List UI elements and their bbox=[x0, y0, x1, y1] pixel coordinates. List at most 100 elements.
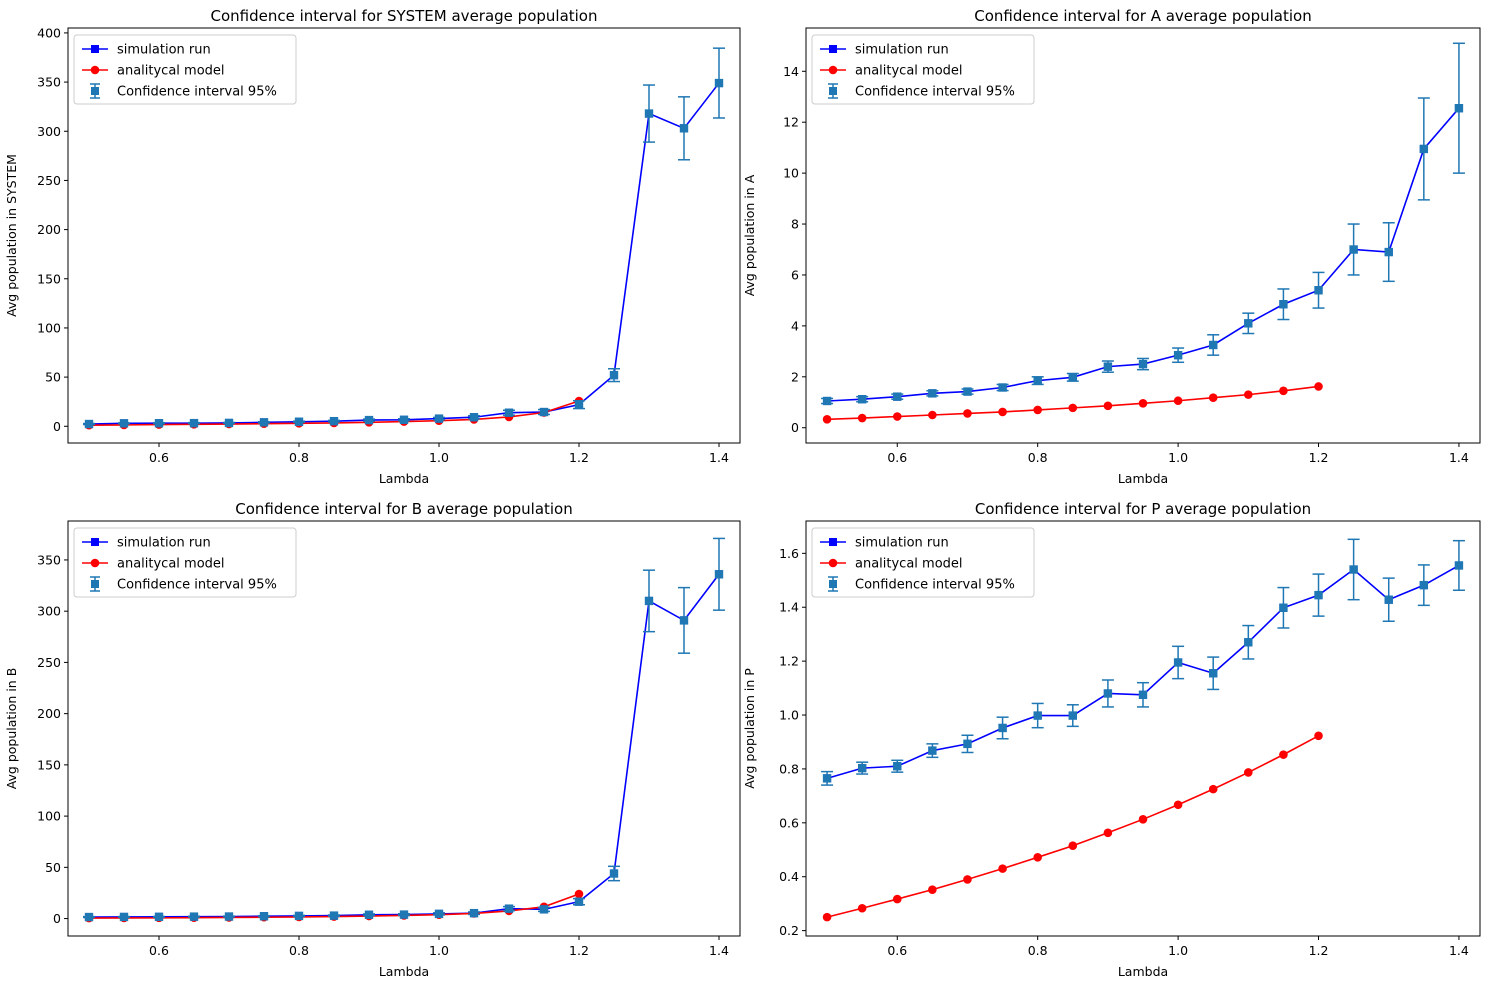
legend-marker-simulation bbox=[91, 45, 99, 53]
confidence-interval-point bbox=[1173, 350, 1183, 360]
chart-title: Confidence interval for P average popula… bbox=[975, 500, 1311, 518]
y-tick-label: 14 bbox=[783, 64, 799, 79]
charts: Confidence interval for SYSTEM average p… bbox=[4, 7, 1481, 979]
legend-marker-ci bbox=[829, 580, 837, 588]
y-tick-label: 12 bbox=[783, 115, 799, 130]
confidence-interval-point bbox=[1384, 247, 1393, 257]
analytical-point bbox=[998, 864, 1007, 873]
y-tick-label: 150 bbox=[37, 757, 61, 772]
confidence-interval-point bbox=[928, 746, 937, 755]
confidence-interval-point bbox=[189, 418, 199, 428]
confidence-interval-point bbox=[1033, 711, 1042, 720]
analytical-point bbox=[892, 894, 902, 904]
confidence-interval-point bbox=[1454, 561, 1464, 570]
x-tick-label: 1.4 bbox=[709, 943, 729, 958]
analytical-point bbox=[1208, 393, 1218, 402]
confidence-interval-point bbox=[928, 389, 937, 398]
y-tick-label: 300 bbox=[37, 124, 61, 139]
analytical-point bbox=[1244, 390, 1253, 399]
analytical-point bbox=[574, 889, 584, 899]
confidence-interval-point bbox=[119, 419, 129, 428]
x-tick-label: 1.4 bbox=[1449, 943, 1469, 958]
y-tick-label: 0 bbox=[791, 420, 799, 435]
analytical-point bbox=[998, 407, 1007, 417]
y-tick-label: 1.4 bbox=[779, 600, 799, 615]
confidence-interval-point bbox=[1314, 590, 1323, 600]
legend-marker-simulation bbox=[829, 538, 837, 546]
x-tick-label: 0.6 bbox=[149, 943, 169, 958]
confidence-interval-point bbox=[1068, 373, 1077, 382]
y-tick-label: 400 bbox=[37, 25, 61, 40]
confidence-interval-point bbox=[294, 911, 304, 921]
analytical-point bbox=[892, 412, 902, 421]
chart-title: Confidence interval for A average popula… bbox=[974, 7, 1311, 25]
y-tick-label: 6 bbox=[791, 267, 799, 282]
confidence-interval-point bbox=[998, 723, 1007, 733]
confidence-interval-point bbox=[1454, 103, 1464, 113]
confidence-interval-point bbox=[679, 616, 689, 625]
legend-box bbox=[811, 527, 1035, 598]
legend-label-simulation: simulation run bbox=[117, 43, 211, 58]
x-tick-label: 1.2 bbox=[1309, 943, 1329, 958]
confidence-interval-point bbox=[329, 416, 339, 426]
analytical-point bbox=[822, 415, 832, 424]
confidence-interval-point bbox=[294, 417, 304, 426]
confidence-interval-point bbox=[609, 869, 619, 878]
y-tick-label: 50 bbox=[45, 370, 61, 385]
analytical-point bbox=[1314, 731, 1323, 741]
chart-panel-1: Confidence interval for SYSTEM average p… bbox=[4, 7, 741, 486]
confidence-interval-point bbox=[84, 419, 94, 429]
analytical-point bbox=[1138, 398, 1148, 408]
x-axis-label: Lambda bbox=[1118, 964, 1168, 979]
confidence-interval-point bbox=[154, 912, 164, 922]
x-tick-label: 0.6 bbox=[149, 450, 169, 465]
confidence-interval-point bbox=[1033, 376, 1042, 385]
confidence-interval-point bbox=[189, 912, 199, 921]
confidence-interval-point bbox=[963, 387, 972, 396]
analytical-point bbox=[857, 413, 867, 423]
legend-marker-simulation bbox=[91, 538, 99, 546]
y-tick-label: 100 bbox=[37, 320, 61, 335]
analytical-point bbox=[928, 885, 937, 894]
confidence-interval-point bbox=[1103, 362, 1113, 371]
confidence-interval-point bbox=[1173, 658, 1183, 667]
y-tick-label: 0 bbox=[53, 419, 61, 434]
confidence-interval-point bbox=[857, 395, 867, 404]
y-tick-label: 4 bbox=[791, 318, 799, 333]
legend-box bbox=[811, 34, 1035, 105]
confidence-interval-point bbox=[84, 912, 94, 922]
y-tick-label: 1.2 bbox=[779, 654, 799, 669]
confidence-interval-point bbox=[224, 418, 234, 428]
confidence-interval-point bbox=[504, 408, 514, 417]
axes-frame bbox=[805, 27, 1481, 444]
legend-label-ci: Confidence interval 95% bbox=[855, 578, 1015, 593]
y-tick-label: 0.8 bbox=[779, 761, 799, 776]
y-tick-label: 1.0 bbox=[779, 708, 799, 723]
analytical-point bbox=[1314, 382, 1323, 391]
y-axis-label: Avg population in A bbox=[742, 174, 757, 296]
legend-label-analytical: analitycal model bbox=[855, 64, 963, 79]
confidence-interval-point bbox=[1349, 245, 1358, 254]
confidence-interval-point bbox=[644, 596, 654, 606]
confidence-interval-point bbox=[259, 418, 269, 427]
y-tick-label: 250 bbox=[37, 173, 61, 188]
confidence-interval-point bbox=[469, 413, 479, 422]
analytical-point bbox=[1033, 853, 1042, 862]
chart-title: Confidence interval for SYSTEM average p… bbox=[210, 7, 597, 25]
confidence-interval-point bbox=[1244, 319, 1253, 328]
y-tick-label: 8 bbox=[791, 217, 799, 232]
x-tick-label: 1.4 bbox=[709, 450, 729, 465]
legend-label-analytical: analitycal model bbox=[855, 557, 963, 572]
x-tick-label: 0.8 bbox=[289, 450, 309, 465]
confidence-interval-point bbox=[1384, 595, 1393, 604]
x-tick-label: 1.2 bbox=[1309, 450, 1329, 465]
y-tick-label: 0.6 bbox=[779, 815, 799, 830]
confidence-interval-point bbox=[539, 905, 549, 914]
confidence-interval-point bbox=[679, 124, 689, 133]
x-tick-label: 1.2 bbox=[569, 943, 589, 958]
confidence-interval-point bbox=[1138, 690, 1148, 700]
legend-marker-analytical bbox=[90, 558, 100, 568]
analytical-point bbox=[1103, 401, 1113, 411]
